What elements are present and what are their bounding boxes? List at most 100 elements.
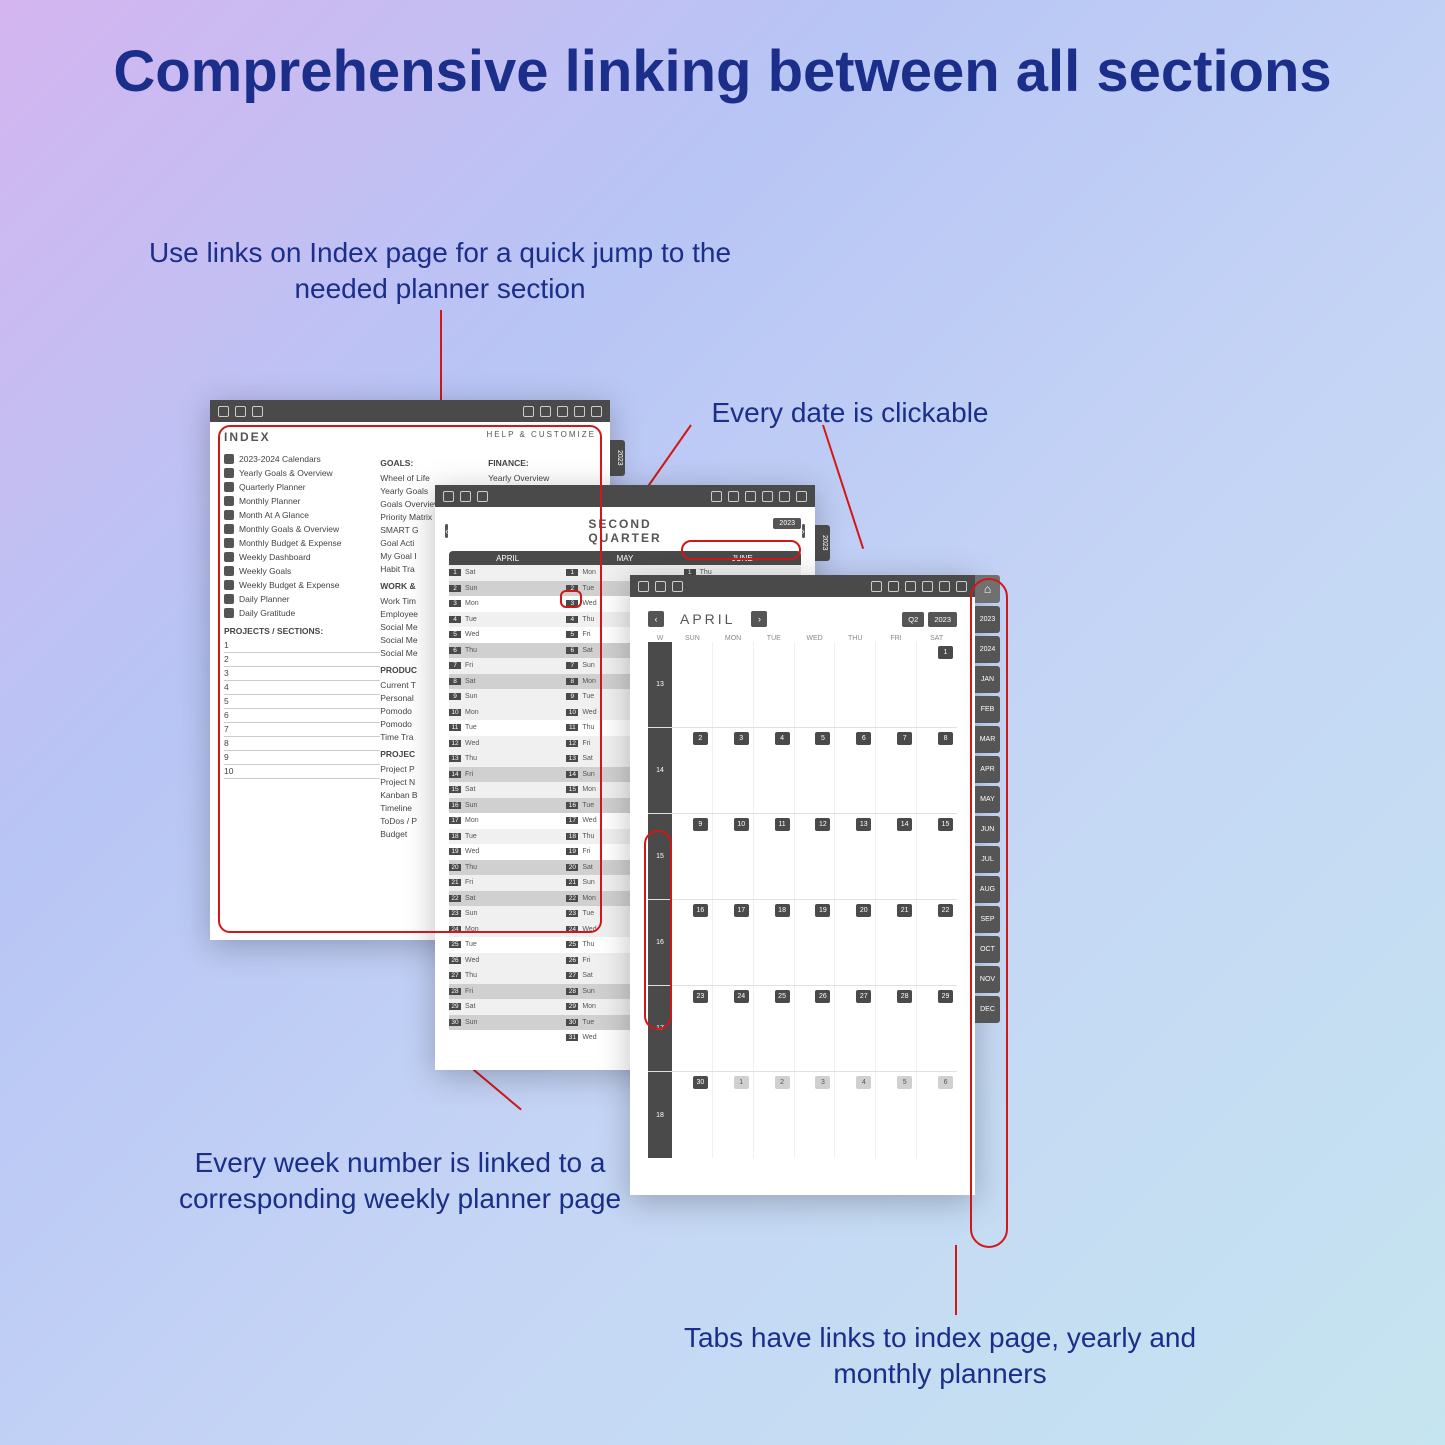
index-link[interactable]: 2023-2024 Calendars bbox=[224, 452, 380, 466]
project-line[interactable]: 8 bbox=[224, 737, 380, 751]
week-number[interactable]: 15 bbox=[648, 814, 672, 899]
date-cell[interactable]: 12Wed bbox=[449, 736, 566, 752]
project-line[interactable]: 2 bbox=[224, 653, 380, 667]
project-line[interactable]: 5 bbox=[224, 695, 380, 709]
calendar-day[interactable]: 26 bbox=[795, 986, 836, 1071]
month-tab[interactable]: APRIL bbox=[449, 554, 566, 563]
project-line[interactable]: 9 bbox=[224, 751, 380, 765]
year-badge[interactable]: 2023 bbox=[928, 612, 957, 627]
calendar-day[interactable]: 12 bbox=[795, 814, 836, 899]
date-cell[interactable]: 20Thu bbox=[449, 860, 566, 876]
date-cell[interactable]: 7Fri bbox=[449, 658, 566, 674]
calendar-day[interactable]: 27 bbox=[835, 986, 876, 1071]
side-tab[interactable]: MAY bbox=[975, 786, 1000, 813]
next-button[interactable]: › bbox=[751, 611, 767, 627]
side-tab[interactable]: 2023 bbox=[610, 440, 625, 476]
calendar-day[interactable]: 3 bbox=[713, 728, 754, 813]
next-button[interactable]: › bbox=[802, 524, 805, 538]
month-tab[interactable]: JUNE bbox=[684, 554, 801, 563]
date-cell[interactable]: 18Tue bbox=[449, 829, 566, 845]
calendar-day[interactable]: 30 bbox=[672, 1072, 713, 1158]
side-tab[interactable]: MAR bbox=[975, 726, 1000, 753]
q-icon[interactable] bbox=[728, 491, 739, 502]
home-icon[interactable] bbox=[638, 581, 649, 592]
month-tab[interactable]: MAY bbox=[566, 554, 683, 563]
calendar-day[interactable]: 14 bbox=[876, 814, 917, 899]
date-cell[interactable]: 3Mon bbox=[449, 596, 566, 612]
calendar-day[interactable]: 8 bbox=[917, 728, 957, 813]
calendar-day[interactable]: 15 bbox=[917, 814, 957, 899]
calendar-day[interactable]: 13 bbox=[835, 814, 876, 899]
calendar-day[interactable]: 4 bbox=[835, 1072, 876, 1158]
home-icon[interactable] bbox=[218, 406, 229, 417]
index-link[interactable]: Weekly Goals bbox=[224, 564, 380, 578]
side-tab[interactable]: JAN bbox=[975, 666, 1000, 693]
calendar-day[interactable]: 1 bbox=[713, 1072, 754, 1158]
date-cell[interactable]: 19Wed bbox=[449, 844, 566, 860]
d-icon[interactable] bbox=[591, 406, 602, 417]
w-icon[interactable] bbox=[762, 491, 773, 502]
date-cell[interactable]: 11Tue bbox=[449, 720, 566, 736]
calendar-day[interactable]: 23 bbox=[672, 986, 713, 1071]
calendar-icon[interactable] bbox=[235, 406, 246, 417]
calendar-day[interactable]: 17 bbox=[713, 900, 754, 985]
d-icon[interactable] bbox=[779, 491, 790, 502]
calendar-day[interactable]: 4 bbox=[754, 728, 795, 813]
q-icon[interactable] bbox=[540, 406, 551, 417]
index-link[interactable]: Yearly Goals & Overview bbox=[224, 466, 380, 480]
date-cell[interactable]: 8Sat bbox=[449, 674, 566, 690]
date-cell[interactable]: 29Sat bbox=[449, 999, 566, 1015]
index-link[interactable]: Monthly Planner bbox=[224, 494, 380, 508]
q-icon[interactable] bbox=[888, 581, 899, 592]
calendar-day[interactable]: 21 bbox=[876, 900, 917, 985]
check-icon[interactable] bbox=[477, 491, 488, 502]
side-tab[interactable]: JUL bbox=[975, 846, 1000, 873]
prev-button[interactable]: ‹ bbox=[445, 524, 448, 538]
project-line[interactable]: 10 bbox=[224, 765, 380, 779]
home-icon[interactable] bbox=[443, 491, 454, 502]
date-cell[interactable]: 14Fri bbox=[449, 767, 566, 783]
calendar-day[interactable]: 5 bbox=[795, 728, 836, 813]
back-icon[interactable] bbox=[796, 491, 807, 502]
side-tab[interactable]: NOV bbox=[975, 966, 1000, 993]
calendar-day[interactable]: 1 bbox=[917, 642, 957, 727]
date-cell[interactable]: 1Sat bbox=[449, 565, 566, 581]
index-link[interactable]: Quarterly Planner bbox=[224, 480, 380, 494]
date-cell[interactable]: 15Sat bbox=[449, 782, 566, 798]
calendar-day[interactable]: 2 bbox=[672, 728, 713, 813]
index-link[interactable]: Wheel of Life bbox=[380, 471, 488, 484]
calendar-day[interactable]: 2 bbox=[754, 1072, 795, 1158]
week-number[interactable]: 16 bbox=[648, 900, 672, 985]
calendar-day[interactable]: 6 bbox=[835, 728, 876, 813]
calendar-day[interactable]: 6 bbox=[917, 1072, 957, 1158]
project-line[interactable]: 6 bbox=[224, 709, 380, 723]
week-number[interactable]: 13 bbox=[648, 642, 672, 727]
index-link[interactable]: Weekly Budget & Expense bbox=[224, 578, 380, 592]
calendar-day[interactable]: 19 bbox=[795, 900, 836, 985]
week-number[interactable]: 17 bbox=[648, 986, 672, 1071]
date-cell[interactable]: 10Mon bbox=[449, 705, 566, 721]
home-tab[interactable] bbox=[975, 575, 1000, 603]
year-badge[interactable]: 2023 bbox=[773, 518, 801, 529]
calendar-day[interactable]: 11 bbox=[754, 814, 795, 899]
calendar-icon[interactable] bbox=[460, 491, 471, 502]
calendar-day[interactable]: 10 bbox=[713, 814, 754, 899]
date-cell[interactable]: 16Sun bbox=[449, 798, 566, 814]
side-tab[interactable]: 2023 bbox=[975, 606, 1000, 633]
date-cell[interactable]: 28Fri bbox=[449, 984, 566, 1000]
date-cell[interactable]: 17Mon bbox=[449, 813, 566, 829]
back-icon[interactable] bbox=[956, 581, 967, 592]
w-icon[interactable] bbox=[574, 406, 585, 417]
m-icon[interactable] bbox=[557, 406, 568, 417]
y-icon[interactable] bbox=[523, 406, 534, 417]
calendar-day[interactable]: 18 bbox=[754, 900, 795, 985]
side-tab[interactable]: 2023 bbox=[815, 525, 830, 561]
side-tab[interactable]: SEP bbox=[975, 906, 1000, 933]
date-cell[interactable]: 23Sun bbox=[449, 906, 566, 922]
side-tab[interactable]: 2024 bbox=[975, 636, 1000, 663]
calendar-day[interactable]: 24 bbox=[713, 986, 754, 1071]
check-icon[interactable] bbox=[672, 581, 683, 592]
quarter-badge[interactable]: Q2 bbox=[902, 612, 924, 627]
side-tab[interactable]: DEC bbox=[975, 996, 1000, 1023]
project-line[interactable]: 3 bbox=[224, 667, 380, 681]
